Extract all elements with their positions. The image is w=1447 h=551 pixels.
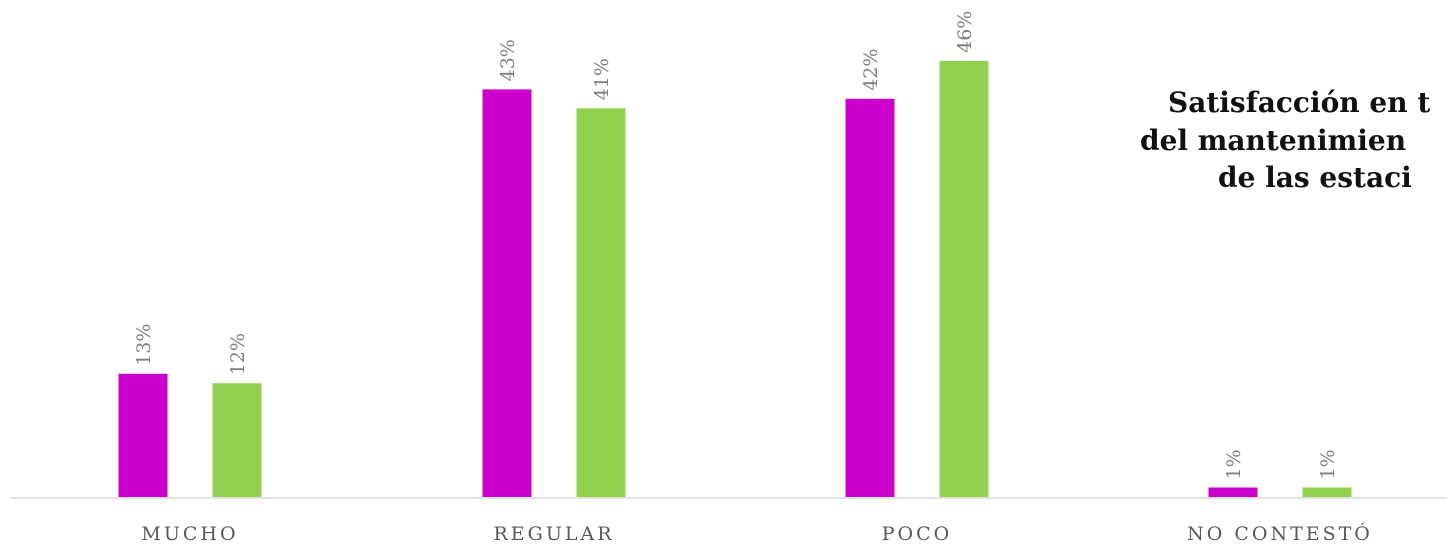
bar-regular-series-1 [482, 89, 532, 498]
category-label-mucho: MUCHO [141, 523, 238, 545]
data-label-mucho-series-1: 13% [133, 324, 155, 366]
category-label-poco: POCO [882, 523, 952, 545]
data-label-regular-series-2: 41% [591, 58, 613, 100]
data-label-poco-series-1: 42% [860, 49, 882, 91]
chart-title-line-1: Satisfacción en t [1168, 86, 1430, 119]
data-label-no-contestó-series-2: 1% [1317, 449, 1339, 479]
data-label-regular-series-1: 43% [497, 39, 519, 81]
data-label-no-contestó-series-1: 1% [1223, 449, 1245, 479]
bars-group [118, 60, 1352, 498]
bar-mucho-series-1 [118, 373, 168, 497]
category-label-no-contestó: NO CONTESTÓ [1187, 522, 1373, 545]
data-label-mucho-series-2: 12% [227, 333, 249, 375]
chart-title-line-2: del mantenimien [1140, 124, 1406, 157]
bar-mucho-series-2 [212, 383, 262, 497]
chart-title: Satisfacción en t del mantenimien de las… [1140, 86, 1430, 194]
bar-poco-series-1 [845, 98, 895, 498]
data-label-poco-series-2: 46% [954, 11, 976, 53]
chart-title-line-3: de las estaci [1218, 161, 1412, 194]
bar-poco-series-2 [939, 60, 989, 498]
category-labels-group: MUCHO REGULAR POCO NO CONTESTÓ [141, 522, 1373, 545]
bar-regular-series-2 [576, 108, 626, 498]
data-labels-group: 13% 12% 43% 41% 42% 46% 1% 1% [133, 11, 1339, 480]
bar-no-contestó-series-1 [1208, 487, 1258, 497]
category-label-regular: REGULAR [493, 523, 614, 545]
bar-no-contestó-series-2 [1302, 487, 1352, 497]
